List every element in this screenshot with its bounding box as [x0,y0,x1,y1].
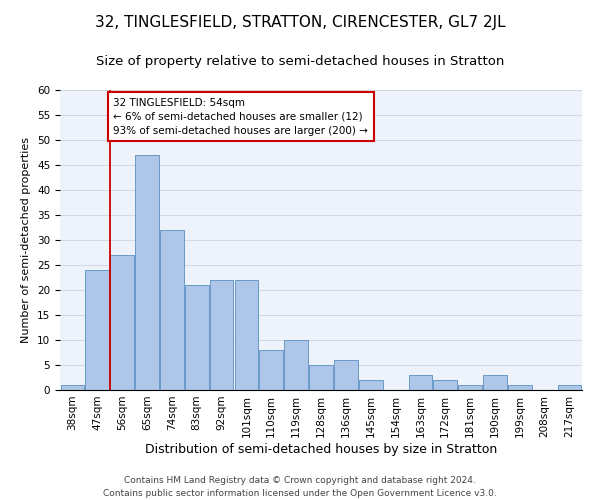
Bar [284,340,308,390]
Bar [61,385,84,390]
Bar [334,360,358,390]
Bar [433,380,457,390]
Bar [160,230,184,390]
Bar [85,270,109,390]
Text: 32, TINGLESFIELD, STRATTON, CIRENCESTER, GL7 2JL: 32, TINGLESFIELD, STRATTON, CIRENCESTER,… [95,15,505,30]
Bar [309,365,333,390]
Bar [135,155,159,390]
Bar [185,285,209,390]
Text: Size of property relative to semi-detached houses in Stratton: Size of property relative to semi-detach… [96,55,504,68]
Bar [110,255,134,390]
Bar [359,380,383,390]
Y-axis label: Number of semi-detached properties: Number of semi-detached properties [22,137,31,343]
Bar [458,385,482,390]
X-axis label: Distribution of semi-detached houses by size in Stratton: Distribution of semi-detached houses by … [145,442,497,456]
Bar [235,280,258,390]
Bar [259,350,283,390]
Bar [483,375,507,390]
Bar [210,280,233,390]
Bar [508,385,532,390]
Bar [558,385,581,390]
Text: Contains HM Land Registry data © Crown copyright and database right 2024.
Contai: Contains HM Land Registry data © Crown c… [103,476,497,498]
Text: 32 TINGLESFIELD: 54sqm
← 6% of semi-detached houses are smaller (12)
93% of semi: 32 TINGLESFIELD: 54sqm ← 6% of semi-deta… [113,98,368,136]
Bar [409,375,432,390]
